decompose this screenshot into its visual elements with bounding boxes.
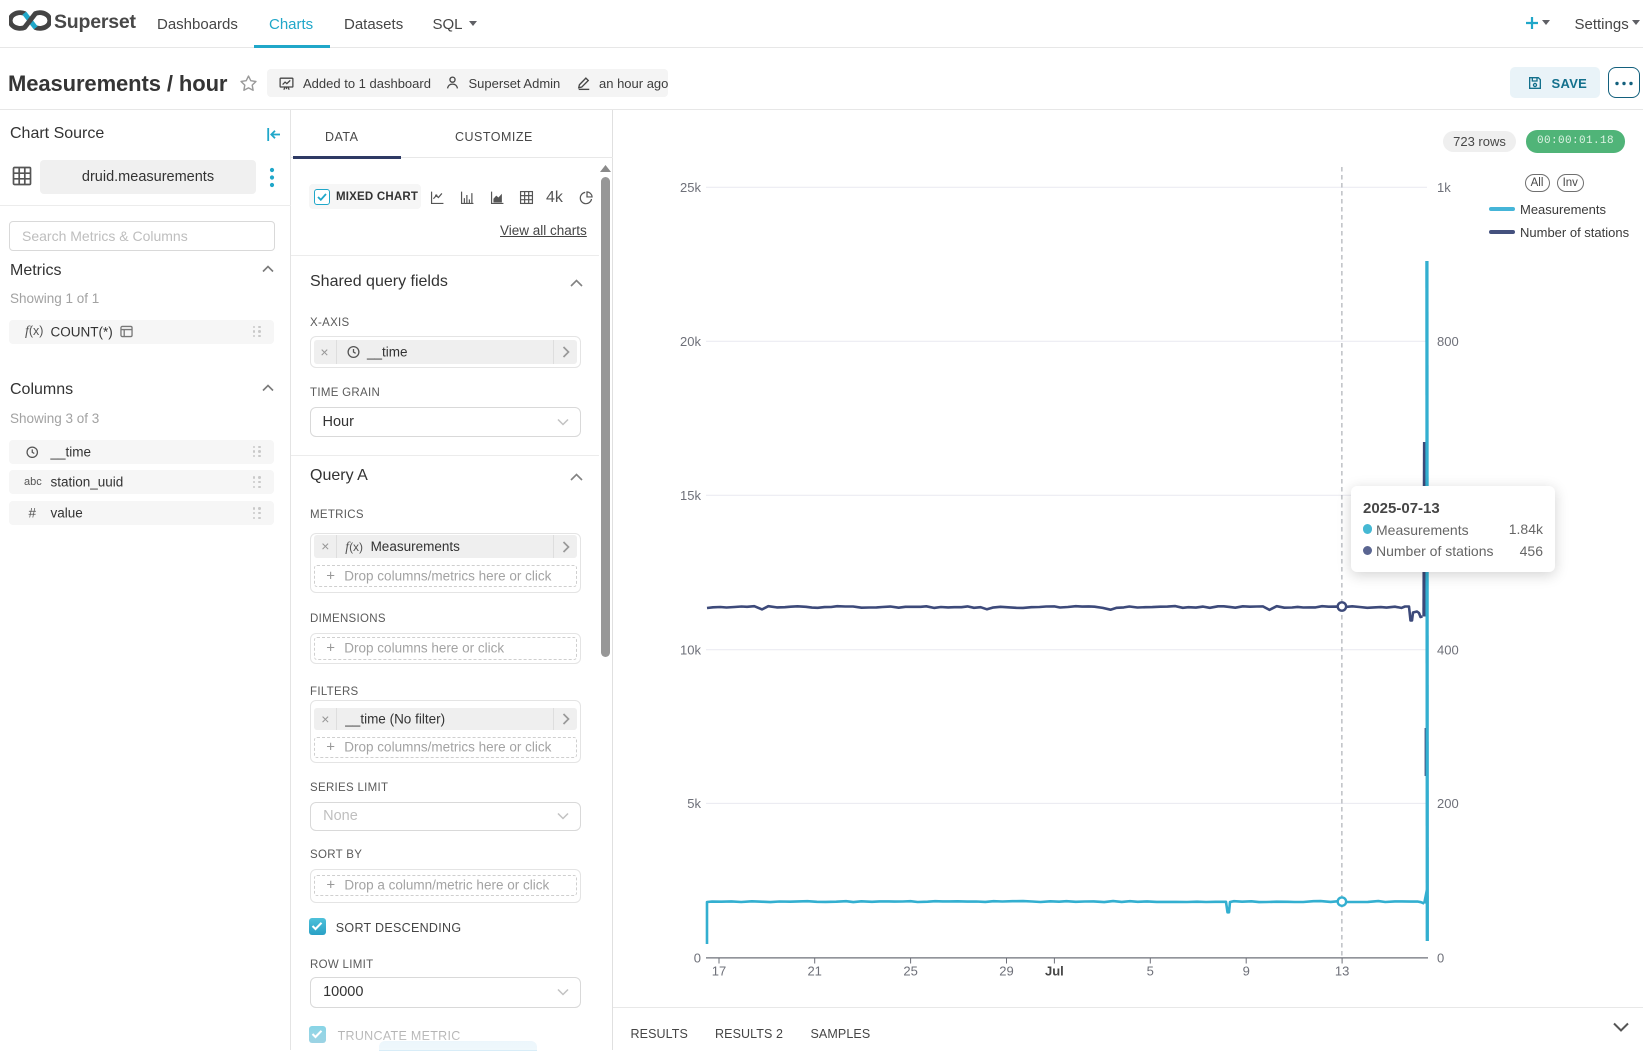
svg-text:29: 29 — [999, 964, 1013, 979]
svg-text:15k: 15k — [680, 488, 701, 503]
svg-text:25: 25 — [903, 964, 917, 979]
svg-text:Jul: Jul — [1045, 964, 1064, 979]
svg-text:13: 13 — [1335, 964, 1349, 979]
svg-text:0: 0 — [1437, 951, 1444, 966]
svg-text:400: 400 — [1437, 642, 1459, 657]
svg-text:10k: 10k — [680, 642, 701, 657]
svg-text:5k: 5k — [687, 796, 701, 811]
svg-text:21: 21 — [807, 964, 821, 979]
svg-text:0: 0 — [694, 951, 701, 966]
svg-text:9: 9 — [1243, 964, 1250, 979]
svg-text:800: 800 — [1437, 334, 1459, 349]
svg-text:5: 5 — [1147, 964, 1154, 979]
svg-text:1k: 1k — [1437, 180, 1451, 195]
svg-text:17: 17 — [712, 964, 726, 979]
svg-text:25k: 25k — [680, 180, 701, 195]
svg-text:200: 200 — [1437, 796, 1459, 811]
svg-text:20k: 20k — [680, 334, 701, 349]
